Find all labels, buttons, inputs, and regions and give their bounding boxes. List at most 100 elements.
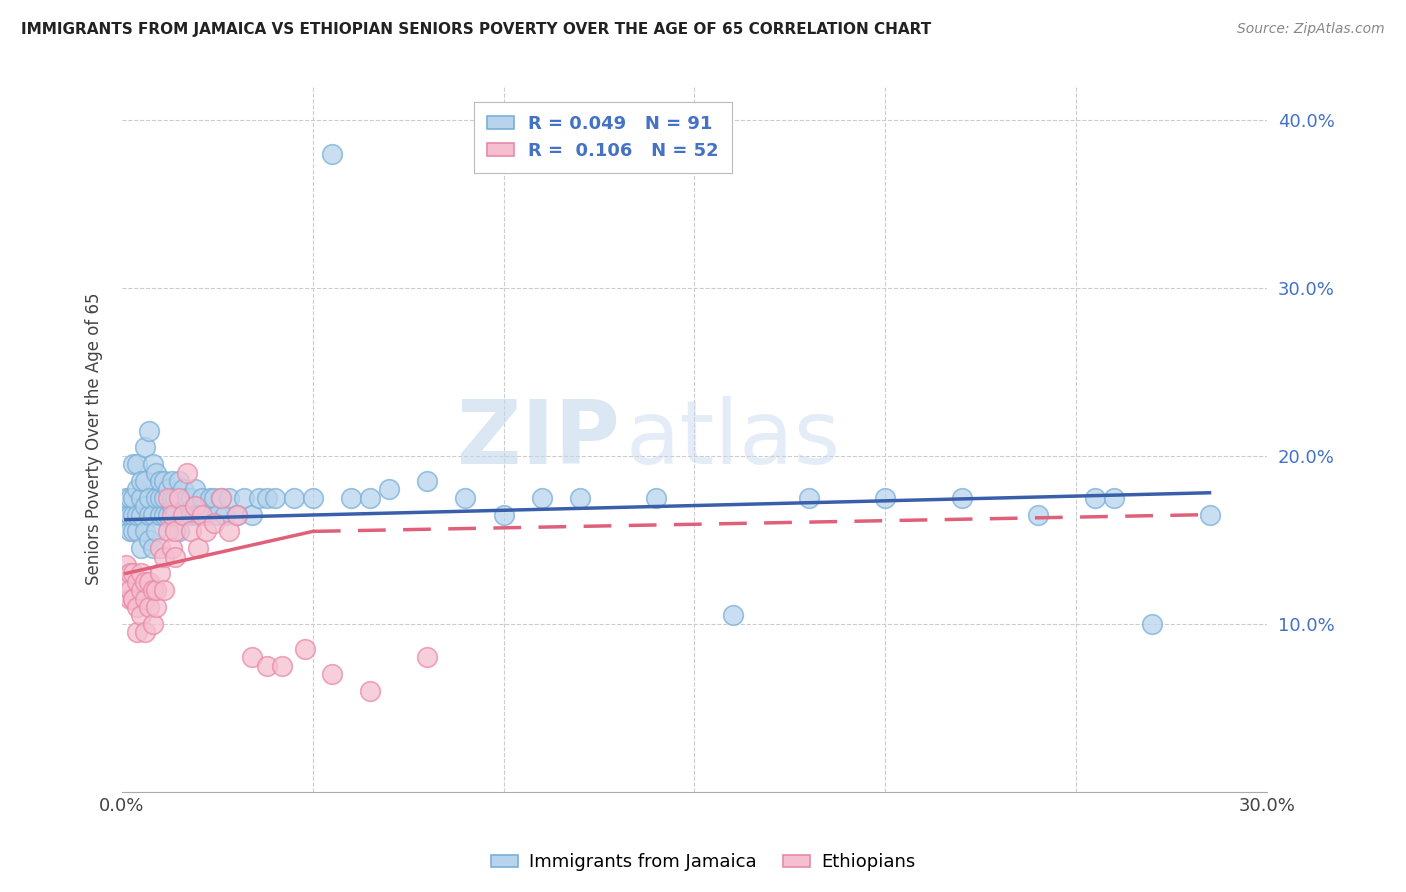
Point: [153, 549, 176, 564]
Point: [127, 508, 149, 522]
Point: [568, 491, 591, 505]
Point: [191, 491, 214, 505]
Point: [153, 474, 176, 488]
Point: [249, 491, 271, 505]
Point: [122, 524, 145, 539]
Point: [169, 474, 191, 488]
Point: [134, 574, 156, 589]
Point: [153, 508, 176, 522]
Point: [165, 491, 187, 505]
Point: [122, 566, 145, 581]
Point: [160, 491, 183, 505]
Point: [118, 508, 141, 522]
Point: [142, 508, 165, 522]
Point: [138, 424, 160, 438]
Point: [122, 457, 145, 471]
Point: [180, 508, 202, 522]
Point: [263, 491, 285, 505]
Point: [122, 591, 145, 606]
Point: [283, 491, 305, 505]
Point: [359, 491, 381, 505]
Point: [191, 508, 214, 522]
Point: [183, 508, 205, 522]
Point: [1084, 491, 1107, 505]
Point: [209, 491, 232, 505]
Point: [240, 650, 263, 665]
Point: [129, 566, 152, 581]
Point: [115, 574, 138, 589]
Point: [127, 524, 149, 539]
Point: [127, 457, 149, 471]
Point: [145, 524, 167, 539]
Point: [129, 474, 152, 488]
Point: [153, 491, 176, 505]
Point: [134, 499, 156, 513]
Point: [176, 466, 198, 480]
Point: [302, 491, 325, 505]
Point: [195, 524, 218, 539]
Point: [138, 533, 160, 547]
Point: [134, 591, 156, 606]
Point: [153, 583, 176, 598]
Legend: Immigrants from Jamaica, Ethiopians: Immigrants from Jamaica, Ethiopians: [484, 847, 922, 879]
Point: [142, 457, 165, 471]
Point: [359, 684, 381, 698]
Point: [129, 541, 152, 556]
Point: [1026, 508, 1049, 522]
Point: [378, 483, 401, 497]
Point: [187, 541, 209, 556]
Point: [169, 524, 191, 539]
Point: [149, 474, 172, 488]
Point: [118, 583, 141, 598]
Point: [156, 508, 179, 522]
Point: [875, 491, 897, 505]
Point: [138, 491, 160, 505]
Point: [149, 566, 172, 581]
Point: [321, 146, 343, 161]
Point: [118, 524, 141, 539]
Point: [127, 599, 149, 614]
Point: [149, 508, 172, 522]
Point: [145, 466, 167, 480]
Point: [142, 616, 165, 631]
Point: [165, 524, 187, 539]
Point: [165, 508, 187, 522]
Point: [115, 558, 138, 572]
Point: [1142, 616, 1164, 631]
Point: [118, 591, 141, 606]
Point: [142, 583, 165, 598]
Point: [138, 599, 160, 614]
Point: [172, 483, 194, 497]
Point: [256, 491, 278, 505]
Point: [134, 625, 156, 640]
Point: [138, 508, 160, 522]
Point: [225, 508, 247, 522]
Point: [340, 491, 363, 505]
Point: [129, 608, 152, 623]
Point: [202, 516, 225, 530]
Point: [172, 508, 194, 522]
Point: [160, 499, 183, 513]
Point: [118, 491, 141, 505]
Point: [118, 566, 141, 581]
Point: [256, 658, 278, 673]
Point: [183, 499, 205, 513]
Point: [134, 524, 156, 539]
Point: [172, 508, 194, 522]
Point: [115, 508, 138, 522]
Point: [218, 524, 240, 539]
Point: [129, 491, 152, 505]
Point: [149, 541, 172, 556]
Point: [183, 483, 205, 497]
Point: [454, 491, 477, 505]
Point: [209, 491, 232, 505]
Point: [202, 491, 225, 505]
Point: [492, 508, 515, 522]
Point: [156, 524, 179, 539]
Point: [122, 491, 145, 505]
Point: [233, 491, 256, 505]
Point: [169, 491, 191, 505]
Point: [142, 541, 165, 556]
Point: [127, 625, 149, 640]
Point: [160, 474, 183, 488]
